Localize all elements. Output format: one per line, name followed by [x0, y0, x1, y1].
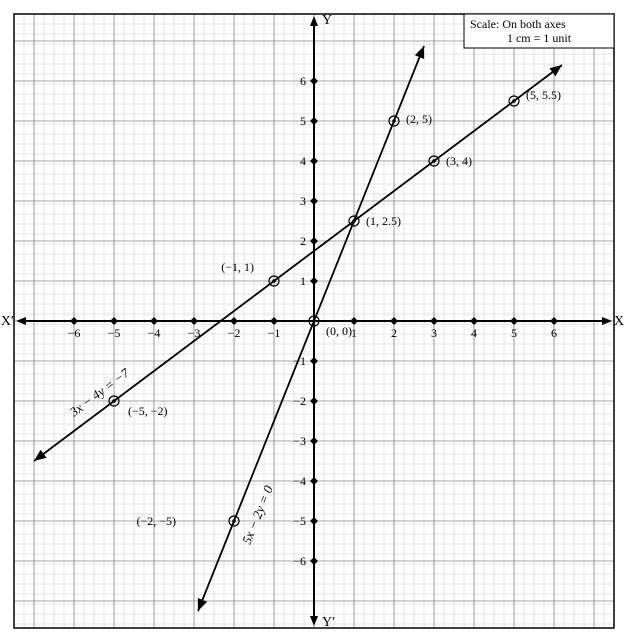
- point-label: (1, 2.5): [366, 214, 401, 228]
- point-label: (0, 0): [326, 324, 352, 338]
- ytick-label: 3: [300, 194, 306, 208]
- scale-text-1: Scale: On both axes: [470, 17, 566, 31]
- graph-container: −6−5−4−3−2−1123456−6−5−4−3−2−1123456XX′Y…: [0, 0, 628, 642]
- xtick-label: −2: [228, 326, 241, 340]
- ytick-label: −2: [293, 394, 306, 408]
- ytick-label: −6: [293, 554, 306, 568]
- xtick-label: 5: [511, 326, 517, 340]
- xtick-label: 3: [431, 326, 437, 340]
- xtick-label: 2: [391, 326, 397, 340]
- ytick-label: −5: [293, 514, 306, 528]
- point-label: (−5, −2): [128, 404, 168, 418]
- x-axis-label-pos: X: [614, 314, 624, 329]
- ytick-label: 2: [300, 234, 306, 248]
- point-label: (−1, 1): [221, 260, 254, 274]
- ytick-label: 1: [300, 274, 306, 288]
- x-axis-label-neg: X′: [1, 314, 14, 329]
- y-axis-label-pos: Y: [322, 13, 332, 28]
- ytick-label: 6: [300, 74, 306, 88]
- xtick-label: −1: [268, 326, 281, 340]
- graph-svg: −6−5−4−3−2−1123456−6−5−4−3−2−1123456XX′Y…: [0, 0, 628, 642]
- ytick-label: −3: [293, 434, 306, 448]
- point-label: (5, 5.5): [526, 88, 561, 102]
- point-label: (2, 5): [406, 112, 432, 126]
- y-axis-label-neg: Y′: [322, 615, 335, 630]
- ytick-label: −4: [293, 474, 306, 488]
- point-label: (3, 4): [446, 154, 472, 168]
- xtick-label: −5: [108, 326, 121, 340]
- ytick-label: 4: [300, 154, 306, 168]
- xtick-label: −4: [148, 326, 161, 340]
- xtick-label: −6: [68, 326, 81, 340]
- xtick-label: 4: [471, 326, 477, 340]
- scale-text-2: 1 cm = 1 unit: [507, 31, 572, 45]
- point-label: (−2, −5): [136, 514, 176, 528]
- ytick-label: 5: [300, 114, 306, 128]
- xtick-label: 6: [551, 326, 557, 340]
